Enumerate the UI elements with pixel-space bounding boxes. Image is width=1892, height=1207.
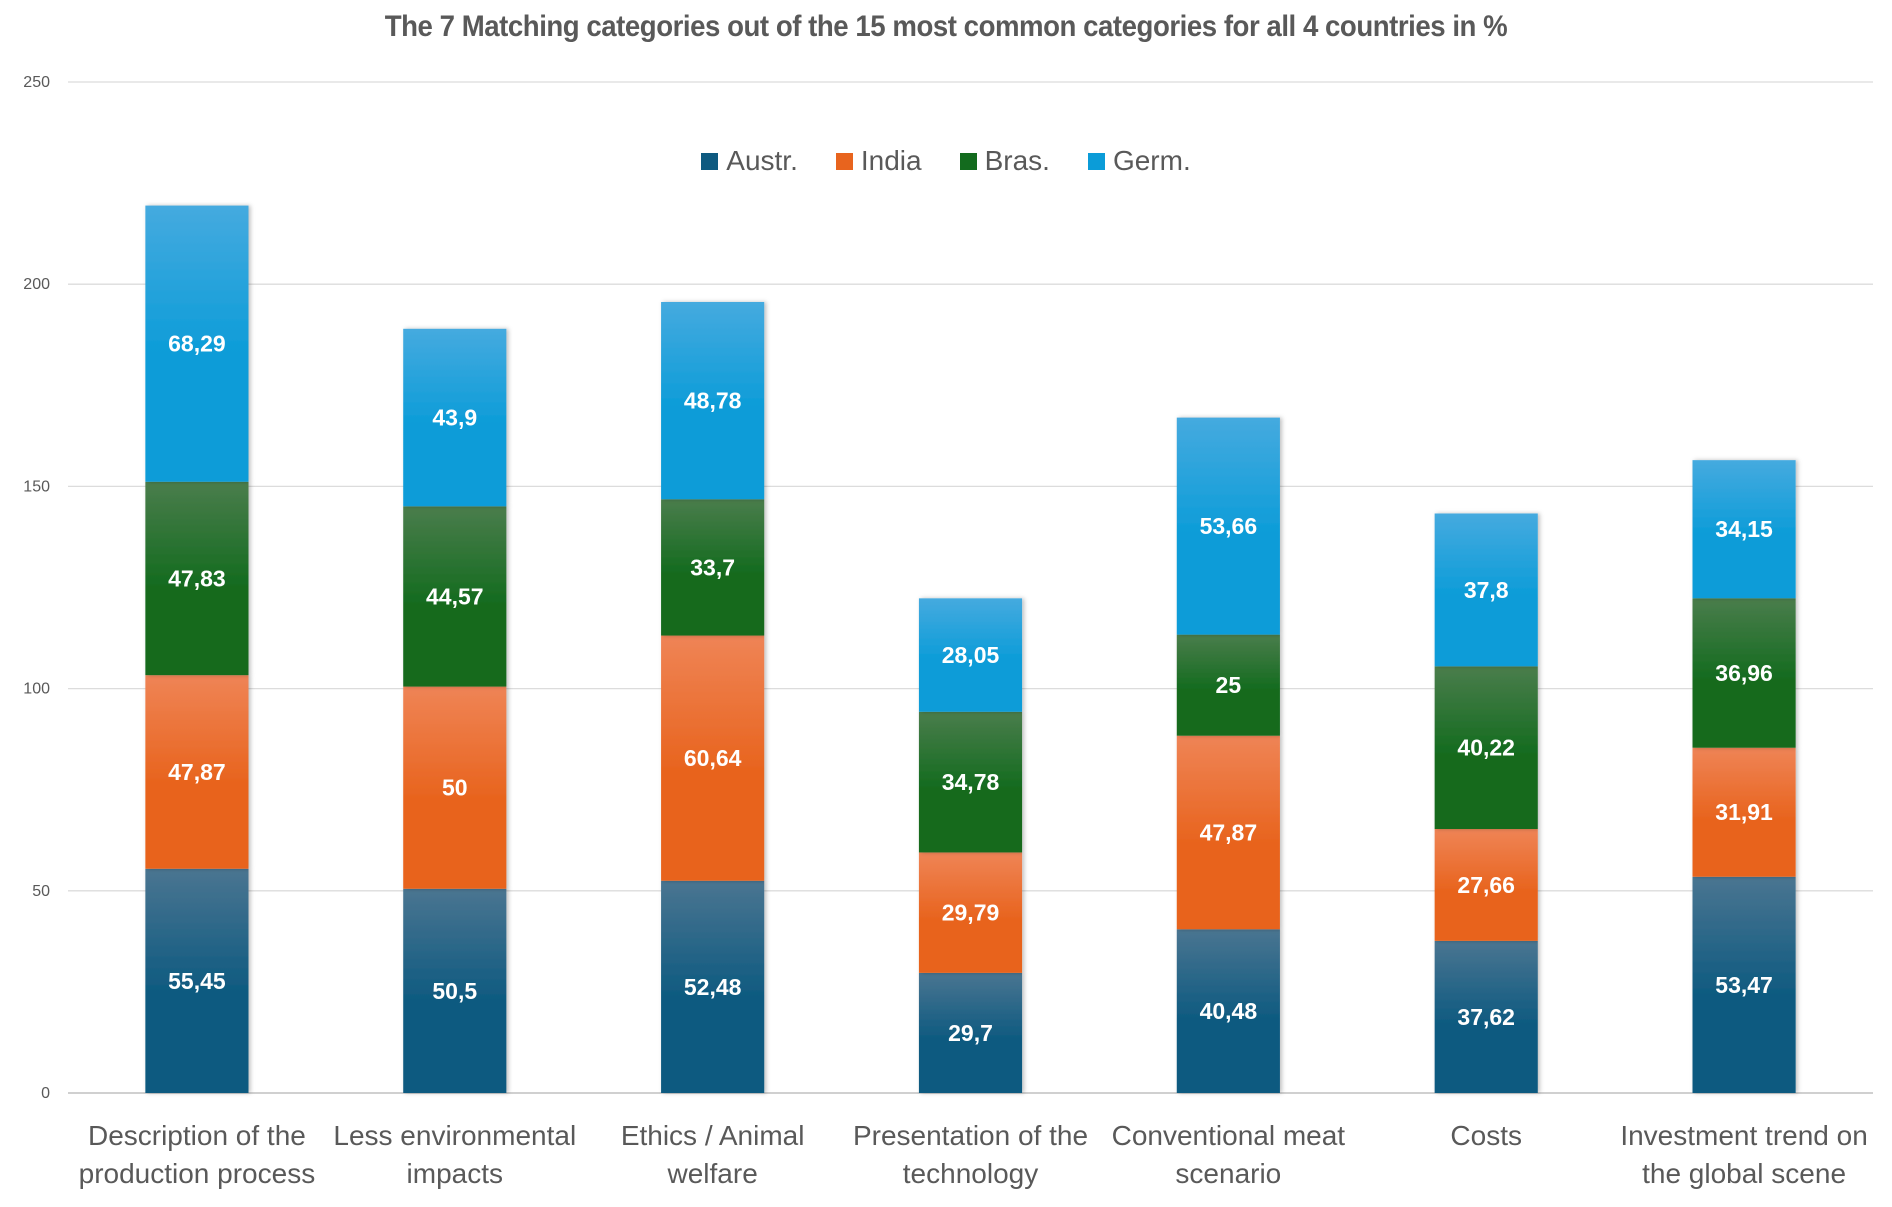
y-tick-label: 150	[23, 478, 50, 495]
bar-segment-india[interactable]	[1434, 829, 1538, 941]
x-tick-label: Ethics / Animal	[621, 1120, 805, 1151]
data-label: 34,15	[1715, 516, 1773, 542]
legend-swatch-india	[835, 152, 853, 170]
data-label: 36,96	[1715, 660, 1773, 686]
data-label: 52,48	[684, 974, 742, 1000]
legend-item-germ[interactable]: Germ.	[1087, 145, 1191, 177]
y-tick-label: 50	[32, 883, 50, 900]
x-tick-label: production process	[79, 1158, 316, 1189]
bar-segment-austr[interactable]	[145, 868, 249, 1093]
bar-segment-austr[interactable]	[918, 972, 1023, 1093]
x-tick-label: the global scene	[1642, 1158, 1846, 1189]
data-label: 37,62	[1457, 1004, 1515, 1030]
legend-item-india[interactable]: India	[835, 145, 922, 177]
data-label: 28,05	[942, 642, 1000, 668]
x-tick-label: Description of the	[88, 1120, 306, 1151]
bar-segment-austr[interactable]	[1176, 929, 1280, 1093]
bar-segment-bras[interactable]	[661, 499, 765, 636]
bar-segment-india[interactable]	[145, 675, 249, 869]
chart-title: The 7 Matching categories out of the 15 …	[384, 10, 1508, 43]
x-tick-label: impacts	[407, 1158, 503, 1189]
bar-segment-austr[interactable]	[1692, 876, 1796, 1093]
data-label: 29,79	[942, 900, 1000, 926]
y-tick-label: 200	[23, 276, 50, 293]
legend-item-bras[interactable]: Bras.	[959, 145, 1050, 177]
bar-segment-bras[interactable]	[145, 481, 249, 676]
data-label: 53,66	[1200, 513, 1258, 539]
x-tick-label: Investment trend on	[1620, 1120, 1867, 1151]
x-tick-label: Less environmental	[333, 1120, 576, 1151]
x-tick-label: Presentation of the	[853, 1120, 1088, 1151]
bar-segment-bras[interactable]	[403, 506, 507, 687]
bar-segment-bras[interactable]	[1434, 666, 1538, 830]
legend-swatch-austr	[701, 152, 719, 170]
legend-swatch-germ	[1087, 152, 1105, 170]
bar-segment-germ[interactable]	[1176, 417, 1280, 635]
data-label: 37,8	[1464, 577, 1509, 603]
x-tick-label: scenario	[1175, 1158, 1281, 1189]
data-label: 55,45	[168, 968, 226, 994]
data-label: 29,7	[948, 1020, 993, 1046]
data-label: 68,29	[168, 331, 226, 357]
legend-label: Germ.	[1112, 145, 1191, 176]
bar-segment-germ[interactable]	[1692, 460, 1796, 599]
x-tick-label: Conventional meat	[1112, 1120, 1346, 1151]
y-tick-label: 250	[23, 74, 50, 91]
data-labels: 55,45 47,87 47,83 68,29 50,5 50 44,57 43,9 52,48…	[168, 331, 1773, 1046]
data-label: 34,78	[942, 769, 1000, 795]
bar-segment-india[interactable]	[1176, 735, 1280, 930]
data-label: 50,5	[432, 978, 477, 1004]
legend-label: Bras.	[984, 145, 1050, 176]
data-label: 43,9	[432, 405, 477, 431]
bars	[145, 205, 1796, 1093]
data-label: 33,7	[690, 554, 735, 580]
x-tick-label: welfare	[667, 1158, 758, 1189]
data-label: 31,91	[1715, 799, 1773, 825]
bar-segment-bras[interactable]	[918, 711, 1023, 853]
bar-segment-india[interactable]	[661, 635, 765, 881]
data-label: 47,87	[168, 759, 226, 785]
bar-segment-austr[interactable]	[1434, 940, 1538, 1093]
y-axis: 0 50 100 150 200 250	[23, 74, 50, 1102]
bar-segment-india[interactable]	[403, 686, 507, 889]
y-tick-label: 0	[41, 1085, 50, 1102]
data-label: 50	[442, 775, 468, 801]
bar-segment-germ[interactable]	[403, 328, 507, 507]
data-label: 53,47	[1715, 972, 1773, 998]
data-label: 47,83	[168, 565, 226, 591]
data-label: 27,66	[1457, 872, 1515, 898]
bar-segment-germ[interactable]	[145, 205, 249, 482]
bar-segment-germ[interactable]	[661, 301, 765, 500]
data-label: 44,57	[426, 583, 484, 609]
data-label: 25	[1216, 672, 1242, 698]
data-label: 60,64	[684, 745, 742, 771]
data-label: 40,22	[1457, 735, 1515, 761]
x-axis: Description of the production process Less…	[79, 1120, 1868, 1189]
data-label: 48,78	[684, 388, 742, 414]
bar-segment-germ[interactable]	[918, 598, 1023, 712]
x-tick-label: technology	[903, 1158, 1038, 1189]
bar-segment-india[interactable]	[918, 852, 1023, 973]
legend-item-austr[interactable]: Austr.	[701, 145, 798, 177]
data-label: 40,48	[1200, 998, 1258, 1024]
bar-segment-austr[interactable]	[403, 888, 507, 1093]
bar-segment-austr[interactable]	[661, 880, 765, 1093]
y-tick-label: 100	[23, 681, 50, 698]
legend-swatch-bras	[959, 152, 977, 170]
bar-segment-india[interactable]	[1692, 747, 1796, 877]
legend-label: India	[860, 145, 922, 176]
legend: Austr. India Bras. Germ.	[0, 145, 1892, 177]
bar-segment-germ[interactable]	[1434, 513, 1538, 667]
x-tick-label: Costs	[1450, 1120, 1522, 1151]
bar-segment-bras[interactable]	[1176, 634, 1280, 736]
data-label: 47,87	[1200, 820, 1258, 846]
legend-label: Austr.	[726, 145, 798, 176]
bar-segment-bras[interactable]	[1692, 598, 1796, 748]
